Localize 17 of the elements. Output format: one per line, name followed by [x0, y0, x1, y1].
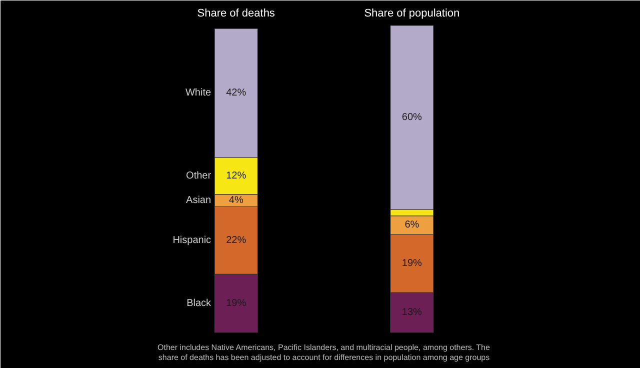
data-label: 19% [402, 258, 422, 269]
x-tick-label: Share of deaths [197, 8, 276, 20]
series-label: Other [186, 170, 212, 182]
data-label: 60% [402, 112, 422, 124]
series-label: Hispanic [172, 234, 212, 246]
text: Other includes Native Americans, Pacific Islanders, and multiracial people, among others. The share of deaths has been adjusted to account for differences in population among age groups [157, 343, 491, 362]
data-label: 12% [226, 170, 246, 182]
data-label: 13% [402, 307, 422, 318]
series-label: Black [186, 298, 212, 309]
data-label: 6% [404, 220, 420, 231]
data-label: 22% [226, 234, 246, 246]
x-tick-label: Share of population [364, 8, 460, 20]
data-label: 42% [226, 88, 246, 99]
data-label: 4% [228, 194, 244, 206]
series-label: White [185, 88, 212, 99]
data-label: 19% [226, 298, 246, 309]
series-label: Asian [186, 194, 212, 206]
